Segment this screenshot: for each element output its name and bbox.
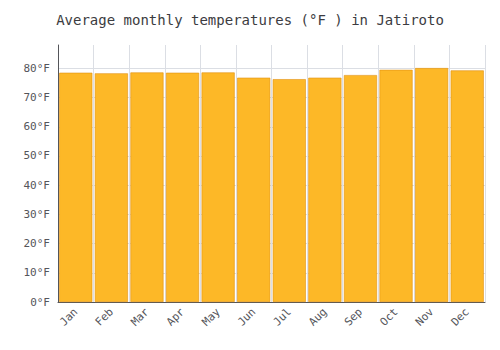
svg-text:20°F: 20°F (24, 237, 51, 250)
svg-text:Jul: Jul (271, 305, 294, 328)
svg-text:Aug: Aug (306, 305, 329, 328)
svg-text:Nov: Nov (413, 305, 436, 328)
svg-text:Jan: Jan (57, 305, 80, 328)
svg-text:Average monthly temperatures (: Average monthly temperatures (°F ) in Ja… (56, 12, 444, 28)
svg-text:May: May (199, 305, 222, 328)
svg-text:10°F: 10°F (24, 266, 51, 279)
svg-text:Apr: Apr (164, 305, 187, 328)
svg-text:Feb: Feb (93, 305, 116, 328)
svg-text:0°F: 0°F (30, 296, 50, 309)
svg-text:60°F: 60°F (24, 120, 51, 133)
svg-text:70°F: 70°F (24, 91, 51, 104)
svg-text:40°F: 40°F (24, 179, 51, 192)
svg-text:Mar: Mar (128, 305, 151, 328)
svg-text:Dec: Dec (449, 305, 472, 328)
svg-text:Jun: Jun (235, 305, 258, 328)
svg-text:Oct: Oct (377, 305, 400, 328)
svg-text:Sep: Sep (342, 305, 365, 328)
svg-text:30°F: 30°F (24, 208, 51, 221)
svg-text:50°F: 50°F (24, 149, 51, 162)
svg-text:80°F: 80°F (24, 62, 51, 75)
